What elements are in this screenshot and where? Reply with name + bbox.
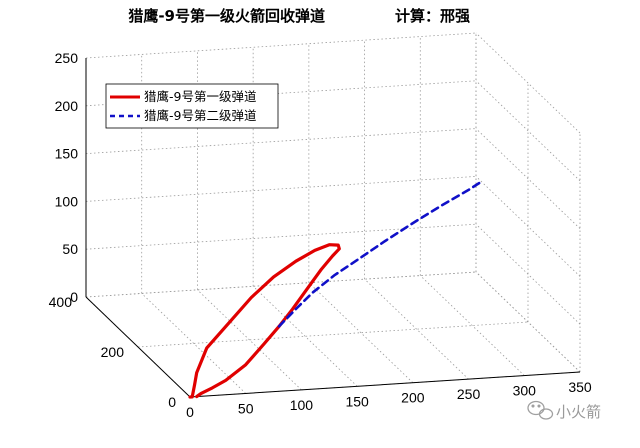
x-tick-label: 100 <box>290 397 314 413</box>
y-tick-label: 400 <box>49 294 73 310</box>
watermark: 小火箭 <box>527 400 601 421</box>
legend-label-second-stage: 猎鹰-9号第二级弹道 <box>144 108 257 123</box>
grid-line <box>475 128 581 229</box>
x-tick-label: 0 <box>186 404 194 420</box>
z-tick-label: 150 <box>55 146 79 162</box>
x-axis-line <box>189 371 581 398</box>
series-line-first-stage <box>188 243 341 399</box>
grid-line <box>308 282 414 384</box>
grid-line <box>475 223 581 325</box>
grid-line <box>197 289 302 391</box>
x-tick-label: 50 <box>238 400 254 416</box>
watermark-text: 小火箭 <box>556 403 601 421</box>
grid-line <box>137 321 529 348</box>
grid-line <box>475 271 581 373</box>
grid-line <box>475 176 581 277</box>
grid-line <box>252 285 358 387</box>
wechat-icon <box>527 400 554 420</box>
y-axis-line <box>85 296 191 398</box>
x-tick-label: 300 <box>513 383 537 399</box>
axis-frame <box>85 58 581 398</box>
z-tick-label: 100 <box>55 193 79 209</box>
chart-title: 猎鹰-9号第一级火箭回收弹道 <box>128 7 325 25</box>
grid-line <box>475 80 581 182</box>
x-tick-label: 150 <box>345 393 369 409</box>
series-group <box>188 180 484 399</box>
grid-line <box>364 278 469 380</box>
x-tick-label: 200 <box>401 390 425 406</box>
legend-box <box>105 83 279 129</box>
grid-line <box>85 128 477 154</box>
grid-line <box>85 176 477 202</box>
z-tick-label: 0 <box>70 289 78 305</box>
grid-line <box>85 271 477 298</box>
x-tick-label: 250 <box>457 386 481 402</box>
z-tick-label: 250 <box>55 50 79 66</box>
grid-line <box>85 223 477 250</box>
axis-ticks: 0 50 100 150 200 250 300 3500200400050100150200… <box>49 50 592 420</box>
y-tick-label: 200 <box>101 344 125 360</box>
grid-line <box>420 275 525 376</box>
x-tick-label: 350 <box>568 379 592 395</box>
series-line-second-stage <box>277 180 484 328</box>
z-tick-label: 200 <box>55 98 79 114</box>
grid-line <box>85 32 477 59</box>
legend: 猎鹰-9号第一级弹道 猎鹰-9号第二级弹道 <box>105 83 279 129</box>
y-tick-label: 0 <box>168 394 176 410</box>
grid-line <box>475 32 581 134</box>
chart-author: 计算：邢强 <box>395 7 470 25</box>
z-tick-label: 50 <box>62 241 78 257</box>
legend-label-first-stage: 猎鹰-9号第一级弹道 <box>144 89 257 104</box>
